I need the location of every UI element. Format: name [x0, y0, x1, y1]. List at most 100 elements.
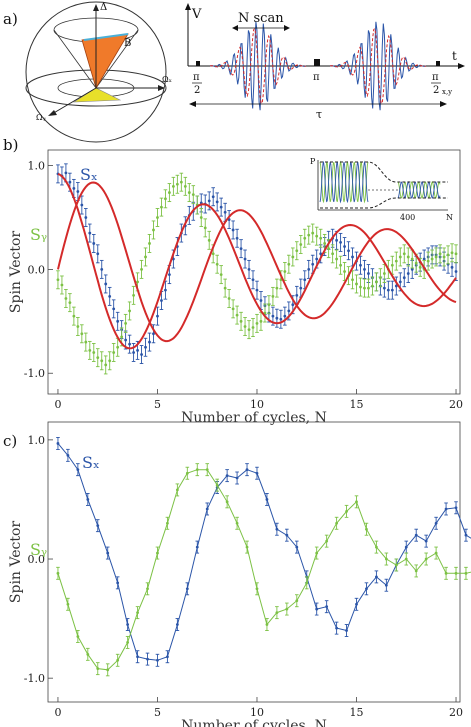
data-point: [126, 623, 130, 626]
data-point: [245, 468, 249, 472]
data-point: [347, 249, 350, 253]
data-point: [136, 348, 139, 352]
data-point: [215, 200, 219, 204]
data-point: [104, 282, 108, 286]
data-point: [365, 587, 368, 591]
data-point: [446, 253, 450, 257]
data-point: [225, 500, 229, 504]
sphere-outline: [25, 1, 167, 143]
data-point: [438, 252, 442, 256]
data-point: [382, 272, 386, 275]
data-point: [365, 527, 368, 531]
inset-y-label: P: [310, 157, 316, 166]
data-point: [275, 286, 279, 290]
data-point: [207, 199, 211, 203]
data-point: [444, 507, 448, 511]
y-tick-label: 0.0: [28, 553, 46, 566]
data-point: [225, 474, 229, 478]
data-point: [295, 293, 299, 297]
data-point: [259, 299, 263, 302]
data-point: [343, 245, 346, 248]
data-point: [299, 243, 303, 246]
data-point: [144, 255, 147, 259]
data-point: [390, 263, 394, 267]
data-point: [72, 187, 76, 190]
time-arrow-icon: [458, 63, 465, 69]
inset-lower-envelope: [320, 197, 448, 209]
fit-curve: [57, 181, 457, 343]
data-point: [144, 345, 147, 349]
x-tick-label: 10: [250, 706, 264, 719]
data-point: [291, 303, 295, 307]
data-point: [355, 282, 358, 286]
omega-x-label: Ωₓ: [162, 75, 172, 84]
data-point: [315, 551, 319, 555]
data-point: [152, 332, 155, 336]
data-point: [106, 668, 110, 672]
data-point: [359, 285, 362, 289]
data-point: [444, 571, 448, 575]
data-point: [126, 641, 130, 644]
data-point: [175, 623, 179, 626]
data-point: [203, 226, 207, 230]
data-point: [285, 607, 289, 611]
data-point: [450, 251, 454, 255]
data-point: [375, 545, 378, 549]
data-point: [175, 182, 179, 186]
delta-arrow-icon: [93, 4, 99, 11]
omega-y-axis: [51, 87, 97, 115]
y-tick-label: 1.0: [28, 160, 46, 173]
data-point: [132, 351, 135, 354]
data-point: [251, 326, 255, 329]
n-scan-label: N scan: [238, 11, 284, 26]
series-line: [57, 469, 471, 671]
data-point: [92, 351, 96, 354]
data-point: [96, 524, 100, 528]
data-point: [76, 468, 80, 472]
data-point: [199, 216, 203, 219]
data-point: [454, 506, 458, 510]
data-point: [140, 268, 143, 271]
data-point: [76, 635, 80, 638]
data-point: [116, 345, 120, 349]
wave-packet-1: [209, 21, 307, 111]
data-point: [86, 498, 90, 501]
data-point: [279, 317, 283, 321]
data-point: [325, 605, 329, 609]
n-scan-left-arrow-icon: [232, 25, 238, 31]
data-point: [175, 488, 179, 492]
data-point: [325, 539, 329, 543]
data-point: [402, 252, 406, 256]
data-point: [283, 270, 287, 273]
data-point: [404, 557, 408, 561]
data-point: [285, 533, 289, 537]
data-point: [231, 307, 235, 311]
data-point: [247, 328, 251, 332]
data-point: [183, 184, 187, 188]
pulse-pi-half-xy: [436, 61, 440, 66]
inset-x-label: N: [446, 213, 453, 222]
pulse-pi: [314, 59, 320, 66]
data-point: [299, 286, 303, 290]
data-point: [259, 319, 263, 323]
data-point: [76, 325, 80, 328]
inset: P 400 N: [310, 157, 453, 222]
data-point: [414, 533, 418, 537]
x-tick-label: 0: [54, 706, 61, 719]
data-point: [307, 268, 311, 271]
data-point: [275, 316, 279, 320]
x-tick-label: 0: [54, 398, 61, 411]
panel-b: b) 0 5 10 15 20 1.0 0.0 -1.0 Number of cycles, N S…: [3, 136, 463, 426]
data-point: [219, 273, 223, 276]
data-point: [160, 299, 163, 302]
data-point: [251, 278, 255, 282]
data-point: [80, 332, 84, 336]
pi-half-xy-num: π: [432, 72, 439, 83]
data-point: [100, 268, 104, 271]
data-point: [211, 252, 215, 256]
data-point: [211, 195, 215, 199]
data-point: [124, 338, 128, 342]
data-point: [124, 321, 128, 325]
data-point: [303, 236, 307, 240]
data-point: [434, 551, 438, 555]
